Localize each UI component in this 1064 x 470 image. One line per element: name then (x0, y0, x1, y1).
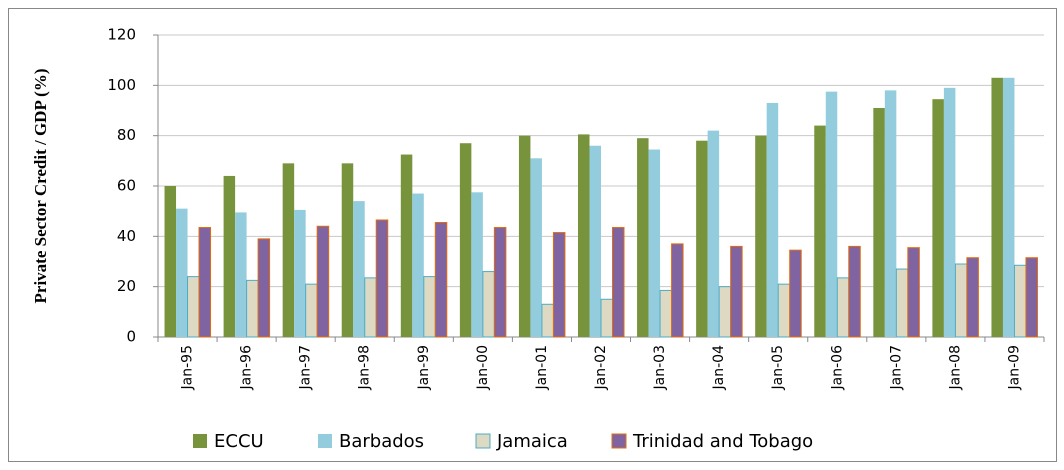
bar (991, 77, 1003, 338)
bar (530, 158, 542, 337)
bar (434, 221, 448, 338)
legend-label: Trinidad and Tobago (632, 431, 813, 452)
x-tick-label: Jan-07 (888, 345, 904, 390)
bar (541, 303, 554, 338)
y-tick-label: 0 (126, 328, 136, 346)
bar (482, 271, 495, 338)
bar (848, 245, 861, 338)
bar (353, 201, 365, 337)
x-tick-label: Jan-08 (947, 345, 963, 390)
bar (341, 163, 354, 337)
bar (493, 227, 507, 338)
bar (589, 145, 601, 337)
y-tick-label: 100 (107, 76, 136, 94)
x-tick-label: Jan-01 (534, 345, 550, 390)
bar (1025, 257, 1038, 338)
bar (600, 298, 613, 338)
bar (789, 249, 802, 338)
x-tick-label: Jan-06 (829, 345, 845, 391)
bar (648, 149, 661, 337)
y-tick-label: 20 (117, 277, 136, 295)
bar (707, 130, 720, 337)
bar (235, 212, 247, 337)
bar (578, 134, 590, 337)
bar (612, 227, 625, 338)
bar (176, 208, 188, 337)
y-tick-label: 80 (117, 126, 136, 144)
y-tick-label: 40 (117, 227, 136, 245)
bar (825, 91, 838, 337)
x-tick-label: Jan-03 (652, 345, 668, 390)
x-tick-label: Jan-09 (1006, 345, 1022, 390)
legend-swatch (475, 433, 491, 449)
bar (305, 283, 318, 338)
legend-label: Jamaica (496, 431, 568, 452)
bar (459, 143, 472, 337)
x-tick-label: Jan-04 (711, 345, 727, 391)
bar (836, 277, 850, 338)
x-tick-label: Jan-05 (770, 345, 786, 390)
bar (637, 138, 649, 337)
bar (364, 277, 377, 338)
bar (316, 225, 330, 338)
bar (895, 268, 909, 338)
legend-swatch (193, 434, 207, 448)
bar (907, 247, 920, 338)
x-tick-label: Jan-97 (298, 345, 314, 390)
legend-label: Barbados (339, 431, 424, 452)
bar (1013, 264, 1027, 338)
legend-label: ECCU (214, 431, 264, 452)
legend-swatch (611, 433, 627, 449)
x-tick-label: Jan-99 (416, 345, 432, 390)
bar (164, 186, 177, 337)
bar (943, 87, 956, 337)
bar (518, 135, 531, 337)
bar (696, 140, 708, 337)
bar (932, 99, 944, 337)
bar (777, 283, 791, 338)
bar (954, 263, 968, 338)
bar (223, 175, 236, 337)
bar (423, 276, 436, 338)
y-tick-label: 120 (107, 26, 136, 44)
y-axis-title: Private Sector Credit / GDP (%) (31, 69, 50, 304)
bar (718, 286, 732, 338)
bar (187, 276, 200, 338)
bar (282, 163, 295, 337)
bar (884, 90, 897, 337)
x-tick-label: Jan-00 (475, 345, 491, 390)
legend-swatch (318, 434, 332, 448)
x-tick-label: Jan-96 (239, 345, 255, 391)
bar (873, 107, 885, 337)
bar (471, 192, 483, 337)
bar (755, 135, 767, 337)
x-tick-label: Jan-95 (180, 345, 196, 390)
bar (814, 125, 826, 337)
bar (552, 232, 566, 338)
bar (766, 102, 779, 337)
bar (659, 289, 673, 338)
bar (246, 279, 259, 338)
bar (294, 209, 306, 337)
bar (257, 238, 271, 338)
bar (966, 257, 979, 338)
bar (671, 243, 684, 338)
bar (412, 193, 424, 337)
x-tick-label: Jan-02 (593, 345, 609, 390)
bar (375, 219, 389, 338)
bar (1002, 77, 1015, 338)
y-tick-label: 60 (117, 177, 136, 195)
bar (400, 154, 413, 337)
x-tick-label: Jan-98 (357, 345, 373, 390)
bar (198, 227, 212, 338)
bar (730, 245, 743, 338)
